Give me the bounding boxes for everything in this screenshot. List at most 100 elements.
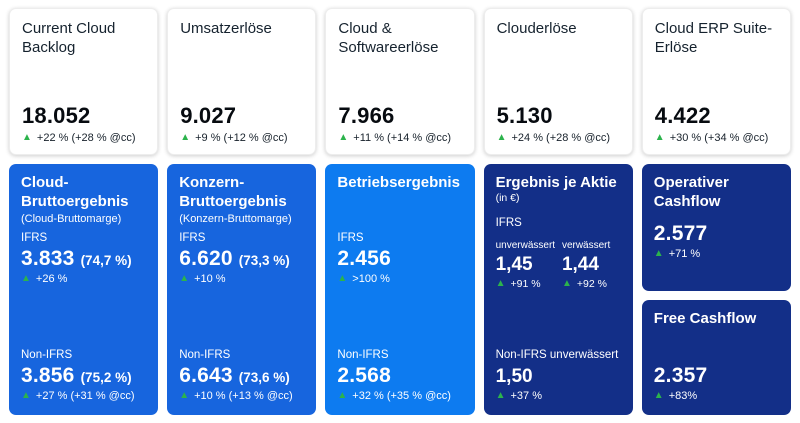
value-row: 2.456 — [337, 247, 462, 271]
non-ifrs-metric: Non-IFRS 2.568 ▲ +32 % (+35 % @cc) — [337, 349, 462, 402]
card-subtitle: (Cloud-Bruttomarge) — [21, 212, 122, 225]
non-ifrs-metric: Non-IFRS 3.856 (75,2 %) ▲ +27 % (+31 % @… — [21, 349, 146, 402]
up-triangle-icon: ▲ — [496, 132, 507, 143]
delta-badge: ▲ +30 % (+34 % @cc) — [655, 132, 778, 144]
kpi-value: 6.620 — [179, 247, 233, 270]
delta-badge: ▲ +71 % — [654, 248, 779, 260]
card-ergebnis-je-aktie: Ergebnis je Aktie (in €) IFRS unverwässe… — [483, 164, 633, 415]
value-row: 6.643 (73,6 %) — [179, 364, 304, 388]
up-triangle-icon: ▲ — [180, 132, 191, 143]
delta-text: +91 % — [510, 278, 541, 290]
kpi-value: 2.568 — [337, 364, 391, 387]
card-betriebsergebnis: Betriebsergebnis IFRS 2.456 ▲ >100 % Non… — [325, 164, 475, 415]
kpi-value: 5.130 — [496, 103, 553, 128]
delta-text: +9 % (+12 % @cc) — [195, 132, 288, 144]
delta-text: +10 % (+13 % @cc) — [194, 390, 293, 402]
card-title: Clouderlöse — [496, 20, 577, 37]
delta-text: +22 % (+28 % @cc) — [36, 132, 136, 144]
delta-badge: ▲ +10 % (+13 % @cc) — [179, 390, 304, 402]
up-triangle-icon: ▲ — [653, 247, 664, 259]
kpi-value: 6.643 — [179, 364, 233, 387]
delta-badge: ▲ +22 % (+28 % @cc) — [22, 132, 145, 144]
delta-text: +92 % — [576, 278, 607, 290]
ifrs-metric: IFRS 3.833 (74,7 %) ▲ +26 % — [21, 232, 146, 285]
delta-text: +26 % — [35, 273, 68, 285]
delta-text: +37 % — [510, 390, 543, 402]
diluted-label: verwässert — [561, 240, 611, 251]
ifrs-label: IFRS — [179, 232, 206, 244]
up-triangle-icon: ▲ — [495, 278, 506, 289]
delta-badge: ▲ +9 % (+12 % @cc) — [180, 132, 303, 144]
up-triangle-icon: ▲ — [495, 390, 506, 401]
card-title: Operativer Cashflow — [653, 174, 729, 210]
up-triangle-icon: ▲ — [337, 273, 348, 284]
delta-text: +30 % (+34 % @cc) — [669, 132, 769, 144]
card-umsatzerloese: Umsatzerlöse 9.027 ▲ +9 % (+12 % @cc) — [167, 8, 317, 155]
card-header: Betriebsergebnis — [337, 174, 462, 232]
card-title: Free Cashflow — [653, 310, 757, 327]
card-title: Konzern-Bruttoergebnis — [179, 174, 287, 210]
card-title: Cloud-Bruttoergebnis — [21, 174, 129, 210]
value-row: 3.856 (75,2 %) — [21, 364, 146, 388]
value-row: 6.620 (73,3 %) — [179, 247, 304, 271]
ifrs-label: IFRS — [337, 232, 364, 244]
kpi-value: 3.833 — [21, 247, 75, 270]
card-subtitle: (Konzern-Bruttomarge) — [179, 212, 292, 225]
delta-text: >100 % — [352, 273, 390, 285]
non-ifrs-label: Non-IFRS unverwässert — [495, 349, 619, 361]
delta-text: +11 % (+14 % @cc) — [353, 132, 452, 144]
up-triangle-icon: ▲ — [337, 390, 348, 401]
delta-badge: ▲ +24 % (+28 % @cc) — [497, 132, 620, 144]
eps-columns: unverwässert 1,45 ▲ +91 % verwässert 1,4… — [496, 240, 621, 290]
ifrs-metric: IFRS 2.456 ▲ >100 % — [337, 232, 462, 285]
up-triangle-icon: ▲ — [338, 132, 349, 143]
card-header: Konzern-Bruttoergebnis (Konzern-Bruttoma… — [179, 174, 304, 232]
margin-value: (73,3 %) — [238, 253, 290, 268]
delta-badge: ▲ +32 % (+35 % @cc) — [337, 390, 462, 402]
up-triangle-icon: ▲ — [21, 390, 31, 401]
up-triangle-icon: ▲ — [654, 132, 665, 143]
card-title: Umsatzerlöse — [180, 20, 272, 37]
card-title: Cloud & Softwareerlöse — [338, 20, 439, 57]
card-header: Cloud-Bruttoergebnis (Cloud-Bruttomarge) — [21, 174, 146, 232]
card-cloud-erp-suite-erloese: Cloud ERP Suite-Erlöse 4.422 ▲ +30 % (+3… — [641, 8, 791, 155]
delta-text: +83% — [668, 390, 698, 402]
non-ifrs-metric: Non-IFRS 6.643 (73,6 %) ▲ +10 % (+13 % @… — [179, 349, 304, 402]
card-title: Ergebnis je Aktie — [495, 174, 617, 191]
kpi-value: 2.456 — [337, 247, 391, 270]
up-triangle-icon: ▲ — [653, 390, 664, 401]
delta-badge: ▲ +92 % — [562, 278, 621, 290]
up-triangle-icon: ▲ — [561, 278, 572, 289]
delta-text: +24 % (+28 % @cc) — [511, 132, 611, 144]
margin-value: (75,2 %) — [80, 370, 132, 385]
card-subtitle: (in €) — [495, 192, 520, 204]
eps-basic-column: unverwässert 1,45 ▲ +91 % — [496, 240, 562, 290]
delta-text: +10 % — [194, 273, 226, 285]
kpi-value: 4.422 — [654, 103, 711, 128]
card-title: Current Cloud Backlog — [22, 20, 116, 57]
non-ifrs-label: Non-IFRS — [179, 349, 231, 361]
delta-badge: ▲ +91 % — [496, 278, 562, 290]
delta-badge: ▲ >100 % — [337, 273, 462, 285]
card-title: Betriebsergebnis — [337, 174, 460, 191]
non-ifrs-metric: Non-IFRS unverwässert 1,50 ▲ +37 % — [496, 349, 621, 402]
up-triangle-icon: ▲ — [179, 273, 190, 284]
delta-badge: ▲ +37 % — [496, 390, 621, 402]
delta-badge: ▲ +10 % — [179, 273, 304, 285]
card-current-cloud-backlog: Current Cloud Backlog 18.052 ▲ +22 % (+2… — [9, 8, 159, 155]
card-title: Cloud ERP Suite-Erlöse — [654, 20, 773, 57]
delta-badge: ▲ +27 % (+31 % @cc) — [21, 390, 146, 402]
cashflow-column: Operativer Cashflow 2.577 ▲ +71 % Free C… — [641, 164, 791, 415]
margin-value: (74,7 %) — [80, 253, 132, 268]
non-ifrs-label: Non-IFRS — [21, 349, 73, 361]
kpi-value: 3.856 — [21, 364, 75, 387]
value-row: 3.833 (74,7 %) — [21, 247, 146, 271]
card-operativer-cashflow: Operativer Cashflow 2.577 ▲ +71 % — [641, 164, 791, 291]
basic-label: unverwässert — [495, 240, 556, 251]
delta-badge: ▲ +11 % (+14 % @cc) — [338, 132, 461, 144]
card-clouderloese: Clouderlöse 5.130 ▲ +24 % (+28 % @cc) — [483, 8, 633, 155]
kpi-value: 2.357 — [653, 364, 708, 387]
up-triangle-icon: ▲ — [22, 132, 32, 143]
delta-badge: ▲ +26 % — [21, 273, 146, 285]
